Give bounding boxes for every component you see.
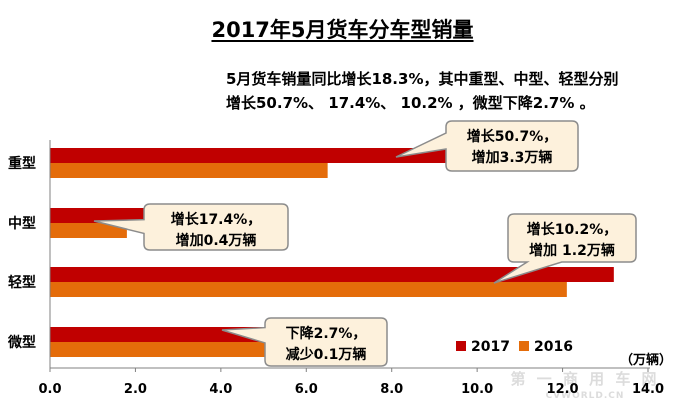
bar-2016-1 — [50, 163, 328, 178]
watermark-subtext: CVWORLD.CN — [546, 391, 625, 401]
watermark-text: 第 一 商 用 车 网 — [510, 370, 659, 388]
callout-2-line-1: 增长17.4%， — [171, 211, 262, 228]
bar-2017-1 — [50, 148, 469, 163]
summary-line-2: 增长50.7%、 17.4%、 10.2% ，微型下降2.7% 。 — [226, 94, 595, 112]
category-label-3: 轻型 — [8, 274, 36, 291]
category-label-1: 重型 — [8, 155, 36, 172]
x-tick-label-1: 0.0 — [38, 382, 61, 397]
callout-4-line-1: 下降2.7%， — [286, 325, 367, 342]
callout-4-line-2: 减少0.1万辆 — [286, 346, 367, 363]
callout-1-line-1: 增长50.7%， — [467, 128, 558, 145]
legend-swatch-2017 — [456, 341, 466, 351]
x-tick-label-7: 12.0 — [547, 382, 579, 397]
category-label-4: 微型 — [7, 334, 36, 351]
x-tick-label-5: 8.0 — [380, 382, 403, 397]
x-tick-label-3: 4.0 — [209, 382, 232, 397]
bar-2016-3 — [50, 282, 567, 297]
bar-2016-4 — [50, 342, 277, 357]
bar-2017-3 — [50, 267, 614, 282]
callout-3-line-2: 增加 1.2万辆 — [529, 242, 615, 259]
callout-box-4 — [221, 317, 388, 367]
callout-3-line-1: 增长10.2%， — [527, 221, 618, 238]
summary-line-1: 5月货车销量同比增长18.3%，其中重型、中型、轻型分别 — [226, 70, 619, 88]
callout-1-line-2: 增加3.3万辆 — [472, 149, 553, 166]
legend-swatch-2016 — [519, 341, 529, 351]
chart-title: 2017年5月货车分车型销量 — [211, 18, 474, 42]
x-tick-label-2: 2.0 — [124, 382, 147, 397]
bar-2016-2 — [50, 223, 127, 238]
callout-box-2 — [93, 203, 289, 251]
x-tick-label-6: 10.0 — [461, 382, 493, 397]
axis-unit-label: （万辆） — [620, 352, 672, 368]
callout-box-1 — [395, 120, 579, 172]
category-label-2: 中型 — [8, 215, 36, 232]
x-tick-label-8: 14.0 — [632, 382, 664, 397]
callout-2-line-2: 增加0.4万辆 — [176, 232, 257, 249]
bar-2017-2 — [50, 208, 144, 223]
legend-label-2017: 2017 — [471, 339, 510, 355]
x-tick-label-4: 6.0 — [295, 382, 318, 397]
legend-label-2016: 2016 — [534, 339, 573, 355]
bar-2017-4 — [50, 327, 273, 342]
callout-box-3 — [493, 213, 637, 284]
